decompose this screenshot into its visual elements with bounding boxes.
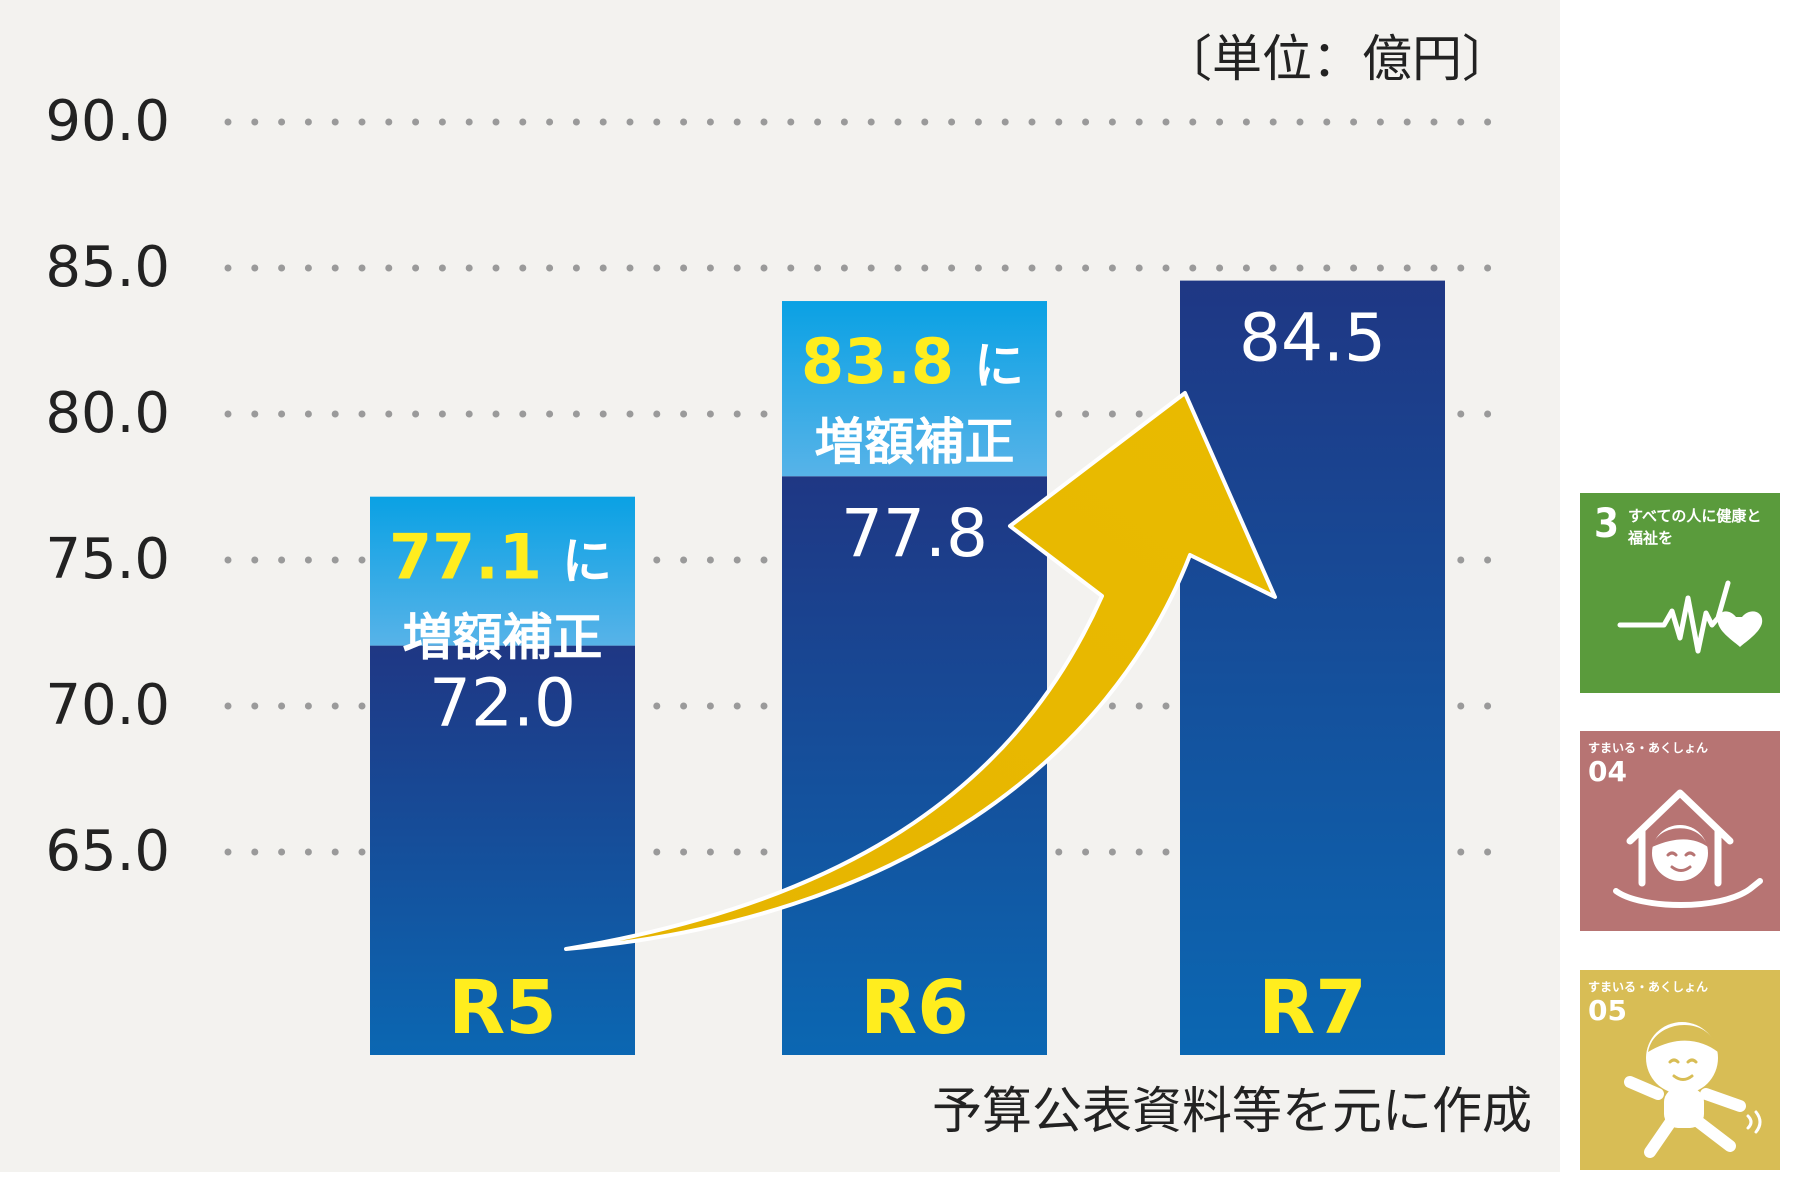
y-tick-label: 70.0 — [45, 673, 170, 738]
smile-action-05-badge: すまいる・あくしょん 05 — [1580, 970, 1780, 1170]
bar-value-label: 72.0 — [429, 665, 576, 742]
category-label: R5 — [448, 965, 556, 1051]
supplement-bar-R6 — [782, 301, 1047, 477]
badge-number: 04 — [1588, 755, 1627, 788]
y-tick-label: 90.0 — [45, 89, 170, 154]
y-tick-label: 85.0 — [45, 235, 170, 300]
bars — [370, 280, 1445, 1056]
category-label: R6 — [860, 965, 968, 1051]
chart-area: 90.0 85.0 80.0 75.0 70.0 65.0 R5 72.0 R6 77.8 R7 8… — [0, 0, 1560, 1172]
supplement-value: 83.8 — [801, 325, 954, 398]
supplement-suffix: に — [562, 533, 612, 591]
category-label: R7 — [1258, 965, 1366, 1051]
sdg-title: すべての人に健康と福祉を — [1628, 507, 1762, 547]
y-tick-label: 65.0 — [45, 819, 170, 884]
bar-chart: 90.0 85.0 80.0 75.0 70.0 65.0 R5 72.0 R6 77.8 R7 8… — [45, 30, 1532, 1140]
running-character-icon — [1624, 1022, 1762, 1158]
sdg-number: 3 — [1594, 501, 1620, 547]
supplement-bar-R5 — [370, 496, 635, 646]
badge-label: すまいる・あくしょん — [1588, 741, 1709, 755]
bar-value-label: 84.5 — [1239, 300, 1386, 377]
smile-action-04-badge: すまいる・あくしょん 04 — [1580, 731, 1780, 931]
y-axis-ticks: 90.0 85.0 80.0 75.0 70.0 65.0 — [45, 89, 170, 884]
unit-label: 〔単位：億円〕 — [1162, 30, 1512, 88]
growth-arrow-shape — [564, 391, 1277, 951]
supplement-text: 増額補正 — [403, 609, 603, 667]
badge-label: すまいる・あくしょん — [1588, 980, 1709, 994]
supplement-value-label: 83.8 に — [801, 325, 1024, 398]
supplement-text: 増額補正 — [815, 413, 1015, 471]
bar-R7 — [1180, 280, 1445, 1056]
supplement-value-label: 77.1 に — [389, 521, 612, 594]
y-tick-label: 80.0 — [45, 381, 170, 446]
badge-number: 05 — [1588, 994, 1627, 1027]
bar-value-label: 77.8 — [841, 495, 988, 572]
house-hand-face-icon — [1613, 789, 1763, 908]
sdg3-badge: 3 すべての人に健康と福祉を — [1580, 493, 1780, 693]
growth-arrow — [564, 391, 1277, 951]
supplement-suffix: に — [974, 337, 1024, 395]
supplement-value: 77.1 — [389, 521, 542, 594]
heartbeat-heart-icon — [1617, 580, 1763, 654]
bar-R5 — [370, 645, 635, 1055]
source-note: 予算公表資料等を元に作成 — [932, 1082, 1532, 1140]
y-tick-label: 75.0 — [45, 527, 170, 592]
